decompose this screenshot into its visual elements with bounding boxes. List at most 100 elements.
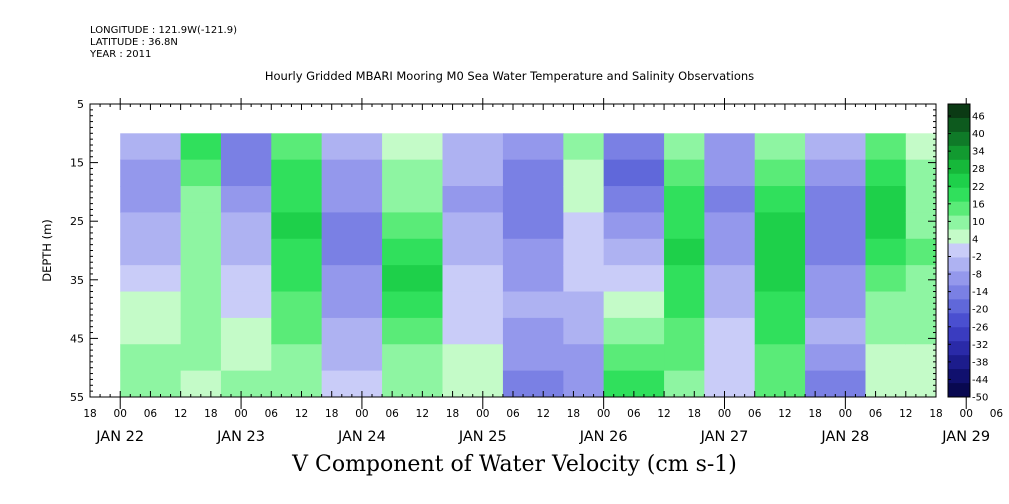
- heatmap-cell: [704, 370, 756, 398]
- heatmap-cell: [664, 344, 705, 372]
- colorbar-label: 46: [972, 112, 985, 123]
- heatmap-cell: [563, 291, 605, 319]
- heatmap-cell: [271, 317, 323, 345]
- x-hour-tick-label: 06: [144, 408, 158, 420]
- heatmap-cell: [271, 186, 323, 213]
- heatmap-cell: [603, 133, 665, 161]
- heatmap-cell: [271, 212, 323, 240]
- heatmap-cell: [754, 344, 806, 372]
- x-hour-tick-label: 00: [476, 408, 489, 420]
- heatmap-cell: [664, 186, 705, 213]
- heatmap-cell: [704, 186, 756, 213]
- heatmap-cell: [754, 133, 806, 161]
- heatmap-cell: [271, 265, 323, 293]
- heatmap-cell: [664, 370, 705, 398]
- heatmap-cell: [905, 265, 937, 293]
- x-hour-tick-label: 06: [265, 408, 279, 420]
- x-hour-tick-label: 00: [839, 408, 852, 420]
- heatmap-cell: [905, 212, 937, 240]
- heatmap-cell: [805, 159, 866, 187]
- heatmap-cell: [220, 133, 272, 161]
- heatmap-cell: [805, 370, 866, 398]
- colorbar-band: [948, 257, 970, 272]
- x-hour-tick-label: 18: [83, 408, 96, 420]
- colorbar-band: [948, 383, 970, 398]
- heatmap-cell: [442, 265, 504, 293]
- colorbar-band: [948, 104, 970, 119]
- heatmap-cell: [220, 212, 272, 240]
- heatmap-cell: [865, 159, 907, 187]
- x-hour-tick-label: 00: [960, 408, 973, 420]
- heatmap-cell: [220, 186, 272, 213]
- heatmap-cell: [382, 370, 443, 398]
- heatmap-cell: [220, 370, 272, 398]
- heatmap-cell: [271, 370, 323, 398]
- colorbar-label: -20: [972, 305, 988, 316]
- heatmap-cell: [502, 159, 564, 187]
- heatmap-cell: [180, 317, 222, 345]
- heatmap-cell: [180, 265, 222, 293]
- y-axis-title: DEPTH (m): [40, 219, 54, 282]
- heatmap-cell: [704, 212, 756, 240]
- y-tick-label: 45: [70, 332, 84, 345]
- heatmap-cell: [563, 159, 605, 187]
- chart-title: Hourly Gridded MBARI Mooring M0 Sea Wate…: [264, 69, 755, 83]
- x-day-label: JAN 25: [458, 429, 507, 445]
- heatmap-cell: [563, 317, 605, 345]
- heatmap-cell: [805, 265, 866, 293]
- heatmap-cell: [120, 291, 182, 319]
- x-day-label: JAN 29: [941, 429, 990, 445]
- heatmap-cell: [382, 317, 443, 345]
- x-hour-tick-label: 06: [506, 408, 520, 420]
- x-day-label: JAN 26: [579, 429, 628, 445]
- heatmap-cell: [754, 186, 806, 213]
- heatmap-cell: [563, 370, 605, 398]
- heatmap-cell: [865, 344, 907, 372]
- heatmap-cell: [704, 133, 756, 161]
- heatmap-cell: [220, 265, 272, 293]
- heatmap-cell: [805, 186, 866, 213]
- colorbar-band: [948, 187, 970, 203]
- colorbar-label: 10: [972, 217, 985, 228]
- x-hour-tick-label: 12: [537, 408, 550, 420]
- heatmap-cell: [220, 159, 272, 187]
- heatmap-cell: [905, 238, 937, 266]
- heatmap-cell: [442, 238, 504, 266]
- heatmap-cell: [502, 317, 564, 345]
- heatmap-cell: [754, 265, 806, 293]
- heatmap-cell: [180, 370, 222, 398]
- heatmap-cell: [865, 370, 907, 398]
- colorbar-band: [948, 369, 970, 384]
- heatmap-cell: [321, 212, 383, 240]
- heatmap-cell: [905, 317, 937, 345]
- heatmap-cell: [603, 265, 665, 293]
- x-hour-tick-label: 18: [929, 408, 942, 420]
- colorbar-label: 4: [972, 234, 978, 245]
- heatmap-cell: [502, 370, 564, 398]
- x-day-label: JAN 27: [700, 429, 749, 445]
- heatmap-cell: [805, 133, 866, 161]
- y-tick-label: 5: [77, 98, 84, 111]
- heatmap-cell: [442, 212, 504, 240]
- heatmap-cell: [664, 317, 705, 345]
- colorbar-band: [948, 131, 970, 147]
- y-tick-label: 25: [70, 215, 84, 228]
- heatmap-cell: [704, 238, 756, 266]
- heatmap-cell: [180, 212, 222, 240]
- heatmap-cell: [754, 238, 806, 266]
- heatmap-cell: [603, 159, 665, 187]
- heatmap-cell: [664, 133, 705, 161]
- heatmap-cell: [502, 186, 564, 213]
- heatmap-cell: [805, 291, 866, 319]
- heatmap-cell: [220, 317, 272, 345]
- colorbar-label: -32: [972, 340, 988, 351]
- colorbar-label: -2: [972, 252, 982, 263]
- colorbar-band: [948, 271, 970, 286]
- heatmap-cell: [704, 317, 756, 345]
- heatmap-cell: [805, 344, 866, 372]
- heatmap-cell: [382, 265, 443, 293]
- colorbar-band: [948, 243, 970, 258]
- heatmap-cell: [271, 133, 323, 161]
- heatmap-cell: [563, 186, 605, 213]
- x-hour-tick-label: 18: [325, 408, 338, 420]
